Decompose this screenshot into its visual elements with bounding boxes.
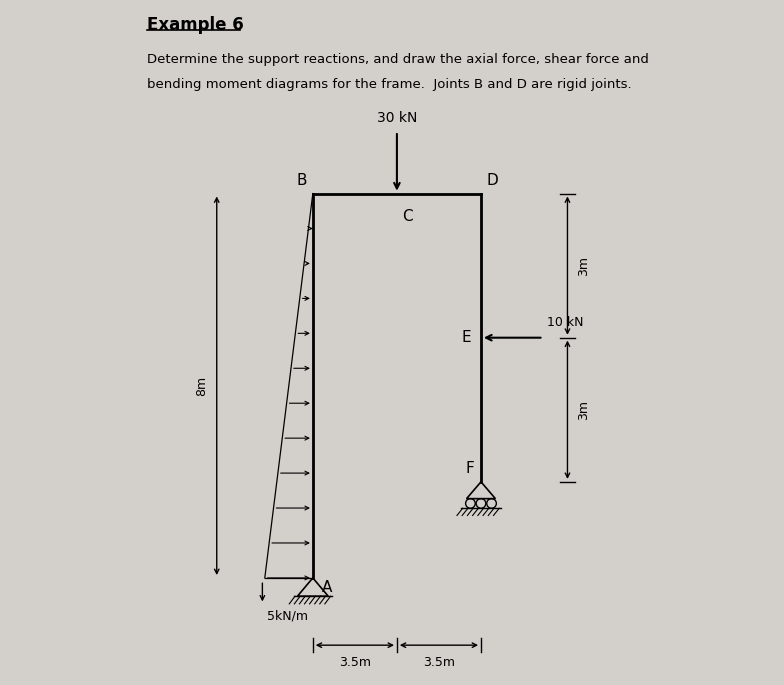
Text: 8m: 8m [195, 375, 208, 396]
Text: B: B [296, 173, 307, 188]
Text: F: F [465, 461, 474, 476]
Text: 3m: 3m [577, 400, 590, 420]
Text: Example 6: Example 6 [147, 16, 244, 34]
Text: 3.5m: 3.5m [423, 656, 455, 669]
Text: 3m: 3m [577, 256, 590, 275]
Text: E: E [462, 330, 471, 345]
Text: Determine the support reactions, and draw the axial force, shear force and: Determine the support reactions, and dra… [147, 53, 649, 66]
Text: 5kN/m: 5kN/m [267, 609, 308, 622]
Text: bending moment diagrams for the frame.  Joints B and D are rigid joints.: bending moment diagrams for the frame. J… [147, 78, 632, 91]
Text: 3.5m: 3.5m [339, 656, 371, 669]
Text: A: A [321, 580, 332, 595]
Text: C: C [401, 209, 412, 224]
Text: 10 kN: 10 kN [547, 316, 584, 329]
Text: 30 kN: 30 kN [377, 112, 417, 125]
Text: D: D [487, 173, 499, 188]
